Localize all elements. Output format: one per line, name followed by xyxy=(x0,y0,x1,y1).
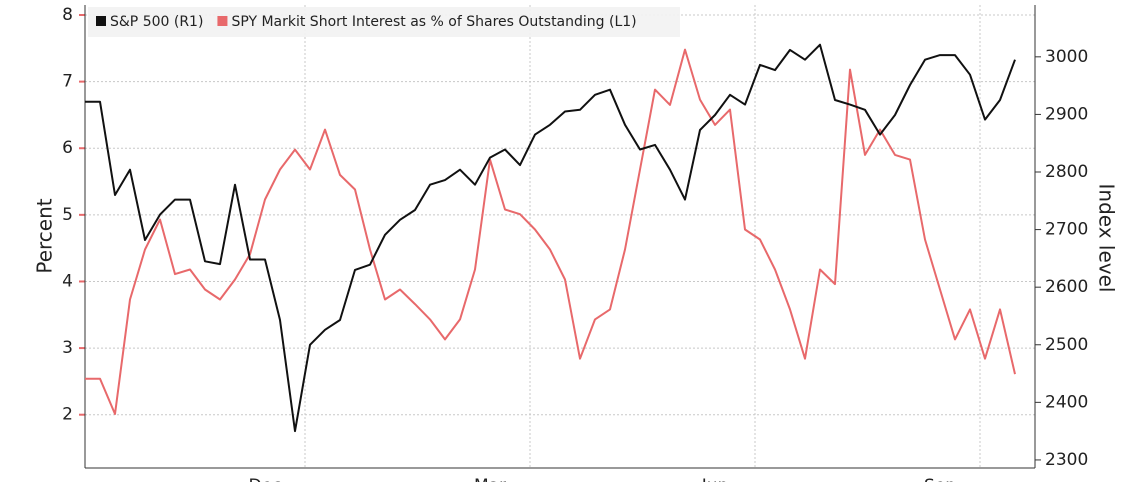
y2-tick-label: 2900 xyxy=(1045,104,1088,124)
y2-tick-label: 2400 xyxy=(1045,392,1088,412)
y-tick-label: 8 xyxy=(62,5,73,25)
series-line xyxy=(85,48,1016,415)
x-tick-label: Sep xyxy=(924,476,956,482)
legend-swatch xyxy=(217,16,228,26)
y2-tick-label: 2700 xyxy=(1045,220,1088,240)
legend-label: SPY Markit Short Interest as % of Shares… xyxy=(231,14,636,30)
y2-tick-label: 2600 xyxy=(1045,277,1088,297)
y-tick-label: 4 xyxy=(62,271,73,291)
y-tick-label: 5 xyxy=(62,205,73,225)
y-tick-label: 3 xyxy=(62,338,73,358)
legend: S&P 500 (R1) SPY Markit Short Interest as… xyxy=(88,7,680,37)
y2-tick-label: 2800 xyxy=(1045,162,1088,182)
y2-tick-label: 2500 xyxy=(1045,335,1088,355)
y-tick-label: 2 xyxy=(62,405,73,425)
legend-swatch xyxy=(96,16,106,26)
y-axis-title: Percent xyxy=(33,198,57,273)
y-tick-label: 7 xyxy=(62,72,73,92)
y2-tick-label: 2300 xyxy=(1045,450,1088,470)
y2-tick-label: 3000 xyxy=(1045,47,1088,67)
x-tick-label: Mar xyxy=(474,476,506,482)
legend-box xyxy=(88,7,680,37)
x-tick-label: Jun xyxy=(701,476,729,482)
series-line xyxy=(85,43,1016,433)
y2-axis-title: Index level xyxy=(1095,184,1119,293)
legend-label: S&P 500 (R1) xyxy=(110,14,203,30)
x-tick-label: Dec xyxy=(249,476,282,482)
y-tick-label: 6 xyxy=(62,138,73,158)
